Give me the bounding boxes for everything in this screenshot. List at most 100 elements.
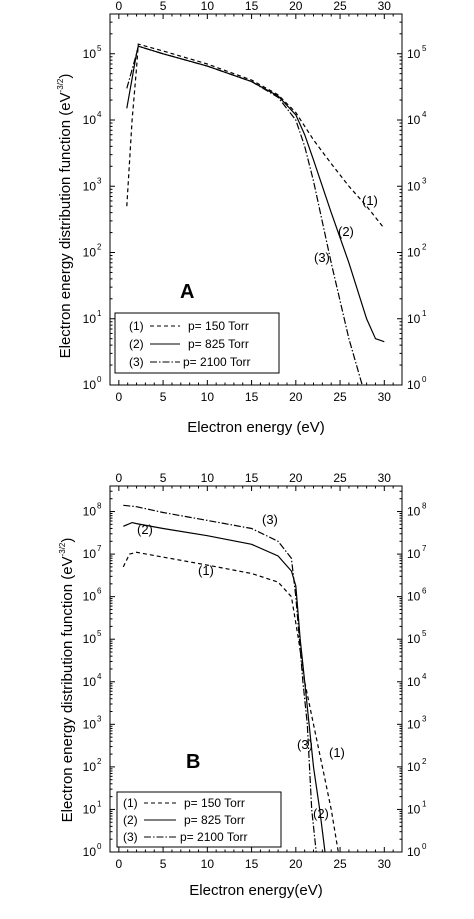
- legend-box-a: [114, 312, 280, 374]
- y-tick-label-right-b: 10: [407, 547, 421, 561]
- y-axis-title-a: Electron energy distribution function (e…: [56, 74, 74, 359]
- y-tick-label-right-b: 10: [407, 802, 421, 816]
- x-tick-label-top-a: 10: [201, 0, 215, 13]
- y-tick-exp-left-b: 2: [97, 757, 102, 766]
- curve-tag-b-1: (1): [198, 563, 214, 578]
- x-tick-label-bottom-b: 30: [378, 857, 392, 871]
- panel-label-b: B: [186, 751, 200, 773]
- y-tick-exp-right-b: 1: [422, 799, 427, 808]
- x-tick-label-top-a: 30: [378, 0, 392, 13]
- x-tick-label-bottom-b: 10: [201, 857, 215, 871]
- curve-tag-a-2: (2): [338, 224, 354, 239]
- curves-a: [126, 43, 385, 385]
- y-tick-label-right-b: 10: [407, 675, 421, 689]
- y-tick-exp-right-a: 2: [422, 243, 427, 252]
- y-tick-exp-left-b: 5: [97, 629, 102, 638]
- panel-label-a: A: [180, 281, 194, 303]
- y-tick-label-left-a: 10: [83, 113, 97, 127]
- legend-tag-a-2: (2): [129, 337, 144, 351]
- x-tick-label-bottom-a: 0: [116, 390, 123, 404]
- legend-label-a-1: p= 150 Torr: [188, 319, 249, 333]
- series-line-b-1: [122, 551, 339, 852]
- legend-tag-a-1: (1): [129, 319, 144, 333]
- y-tick-label-left-a: 10: [83, 179, 97, 193]
- y-tick-exp-left-a: 2: [97, 243, 102, 252]
- x-tick-label-top-b: 5: [160, 471, 167, 485]
- x-tick-label-bottom-a: 20: [289, 390, 303, 404]
- y-tick-label-left-b: 10: [83, 760, 97, 774]
- y-tick-exp-right-b: 2: [422, 757, 427, 766]
- y-tick-exp-left-b: 3: [97, 714, 102, 723]
- y-tick-exp-right-a: 3: [422, 176, 427, 185]
- y-tick-label-left-a: 10: [83, 246, 97, 260]
- legend-tag-b-1: (1): [123, 796, 138, 810]
- legend-tag-b-3: (3): [123, 830, 138, 844]
- y-tick-exp-right-b: 8: [422, 502, 427, 511]
- y-tick-exp-left-b: 4: [97, 672, 102, 681]
- x-tick-label-top-a: 0: [116, 0, 123, 13]
- y-tick-exp-left-b: 7: [97, 544, 102, 553]
- y-tick-label-right-a: 10: [407, 179, 421, 193]
- y-tick-exp-left-b: 8: [97, 502, 102, 511]
- curve-tag-b-3-tail: (3): [297, 737, 313, 752]
- x-tick-label-bottom-a: 10: [201, 390, 215, 404]
- legend-b: (1) p= 150 Torr (2) p= 825 Torr (3) p= 2…: [116, 791, 282, 848]
- y-tick-label-left-b: 10: [83, 547, 97, 561]
- y-tick-label-right-b: 10: [407, 717, 421, 731]
- y-tick-label-right-a: 10: [407, 246, 421, 260]
- curves-b: [122, 504, 339, 852]
- y-tick-label-right-b: 10: [407, 590, 421, 604]
- x-tick-label-top-a: 25: [333, 0, 347, 13]
- y-tick-label-left-a: 10: [83, 312, 97, 326]
- y-tick-label-left-b: 10: [83, 845, 97, 859]
- y-tick-exp-right-b: 4: [422, 672, 427, 681]
- series-line-b-3: [123, 504, 317, 852]
- y-tick-exp-right-a: 1: [422, 309, 427, 318]
- curve-tag-b-2-tail: (2): [313, 806, 329, 821]
- y-tick-label-right-a: 10: [407, 312, 421, 326]
- y-tick-label-right-b: 10: [407, 632, 421, 646]
- y-tick-exp-left-a: 1: [97, 309, 102, 318]
- legend-label-a-3: p= 2100 Torr: [183, 355, 251, 369]
- curve-tag-b-1-tail: (1): [329, 745, 345, 760]
- x-tick-label-top-b: 0: [116, 471, 123, 485]
- x-tick-label-bottom-b: 15: [245, 857, 259, 871]
- y-tick-label-left-b: 10: [83, 632, 97, 646]
- y-tick-exp-left-a: 0: [97, 375, 102, 384]
- legend-tag-b-2: (2): [123, 813, 138, 827]
- y-tick-exp-right-a: 0: [422, 375, 427, 384]
- series-line-a-1: [126, 43, 385, 229]
- x-tick-label-bottom-b: 0: [116, 857, 123, 871]
- x-tick-label-bottom-b: 5: [160, 857, 167, 871]
- y-tick-exp-left-b: 1: [97, 799, 102, 808]
- x-tick-label-top-a: 20: [289, 0, 303, 13]
- y-tick-exp-left-a: 5: [97, 44, 102, 53]
- y-tick-label-left-b: 10: [83, 802, 97, 816]
- x-tick-label-bottom-a: 25: [333, 390, 347, 404]
- y-axis-title-b: Electron energy distribution function (e…: [58, 538, 76, 823]
- legend-label-a-2: p= 825 Torr: [188, 337, 249, 351]
- x-tick-label-bottom-a: 15: [245, 390, 259, 404]
- y-tick-exp-right-b: 7: [422, 544, 427, 553]
- legend-label-b-3: p= 2100 Torr: [180, 830, 248, 844]
- x-tick-label-top-b: 30: [378, 471, 392, 485]
- y-tick-label-right-a: 10: [407, 378, 421, 392]
- x-tick-label-top-a: 5: [160, 0, 167, 13]
- y-tick-exp-right-b: 6: [422, 587, 427, 596]
- x-tick-label-top-a: 15: [245, 0, 259, 13]
- y-tick-exp-left-b: 6: [97, 587, 102, 596]
- x-tick-label-bottom-b: 25: [333, 857, 347, 871]
- y-tick-label-right-b: 10: [407, 760, 421, 774]
- y-tick-exp-right-b: 3: [422, 714, 427, 723]
- legend-a: (1) p= 150 Torr (2) p= 825 Torr (3) p= 2…: [114, 312, 280, 374]
- curve-tag-a-3: (3): [314, 250, 330, 265]
- y-tick-exp-left-b: 0: [97, 842, 102, 851]
- plot-frame-a: [109, 13, 403, 386]
- x-tick-label-top-b: 15: [245, 471, 259, 485]
- x-tick-label-bottom-a: 5: [160, 390, 167, 404]
- legend-label-b-1: p= 150 Torr: [184, 796, 245, 810]
